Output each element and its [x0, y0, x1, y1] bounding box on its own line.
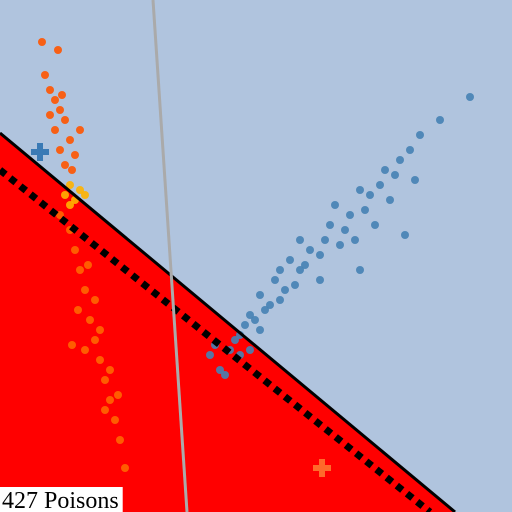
point [301, 261, 309, 269]
point [381, 166, 389, 174]
plus-marker [31, 143, 49, 161]
line [0, 167, 433, 512]
point [331, 201, 339, 209]
point [221, 371, 229, 379]
point [206, 351, 214, 359]
point [281, 286, 289, 294]
point [371, 221, 379, 229]
point [321, 236, 329, 244]
point [56, 106, 64, 114]
point [291, 281, 299, 289]
point [66, 136, 74, 144]
point [241, 321, 249, 329]
point [101, 406, 109, 414]
point [406, 146, 414, 154]
point [351, 236, 359, 244]
point [466, 93, 474, 101]
point [76, 266, 84, 274]
point [386, 196, 394, 204]
point [366, 191, 374, 199]
point [61, 191, 69, 199]
point [326, 221, 334, 229]
point [68, 166, 76, 174]
plus-marker [313, 459, 331, 477]
point [76, 186, 84, 194]
point [316, 276, 324, 284]
point [51, 96, 59, 104]
point [286, 256, 294, 264]
point [296, 266, 304, 274]
point [86, 316, 94, 324]
point [256, 291, 264, 299]
point [361, 206, 369, 214]
point [376, 181, 384, 189]
point [84, 261, 92, 269]
point [336, 241, 344, 249]
point [71, 246, 79, 254]
point [81, 346, 89, 354]
line [0, 131, 456, 512]
point [58, 91, 66, 99]
annotation-background [0, 487, 123, 512]
point [61, 116, 69, 124]
point [46, 111, 54, 119]
point [96, 326, 104, 334]
point [246, 346, 254, 354]
point [261, 306, 269, 314]
line [151, 0, 189, 512]
point [68, 341, 76, 349]
point [216, 366, 224, 374]
point [51, 126, 59, 134]
point [46, 86, 54, 94]
point [316, 251, 324, 259]
point [436, 116, 444, 124]
point [91, 296, 99, 304]
point [54, 46, 62, 54]
point [96, 356, 104, 364]
point [231, 336, 239, 344]
point [81, 286, 89, 294]
point [81, 191, 89, 199]
point [106, 366, 114, 374]
point [391, 171, 399, 179]
point [61, 161, 69, 169]
point [266, 301, 274, 309]
point [91, 336, 99, 344]
point [296, 236, 304, 244]
point [114, 391, 122, 399]
point [271, 276, 279, 284]
point [411, 176, 419, 184]
point [74, 306, 82, 314]
point [38, 38, 46, 46]
point [111, 416, 119, 424]
point [256, 326, 264, 334]
point [246, 311, 254, 319]
point [251, 316, 259, 324]
annotation: 427 Poisons [2, 488, 119, 512]
point [276, 296, 284, 304]
point [356, 266, 364, 274]
point [396, 156, 404, 164]
point [76, 126, 84, 134]
point [416, 131, 424, 139]
point [56, 211, 64, 219]
point [41, 71, 49, 79]
point [101, 376, 109, 384]
point [106, 396, 114, 404]
point [66, 181, 74, 189]
point [356, 186, 364, 194]
point [71, 151, 79, 159]
point [346, 211, 354, 219]
point [66, 201, 74, 209]
point [276, 266, 284, 274]
point [401, 231, 409, 239]
point [116, 436, 124, 444]
point [121, 464, 129, 472]
point [306, 246, 314, 254]
point [341, 226, 349, 234]
point [56, 146, 64, 154]
